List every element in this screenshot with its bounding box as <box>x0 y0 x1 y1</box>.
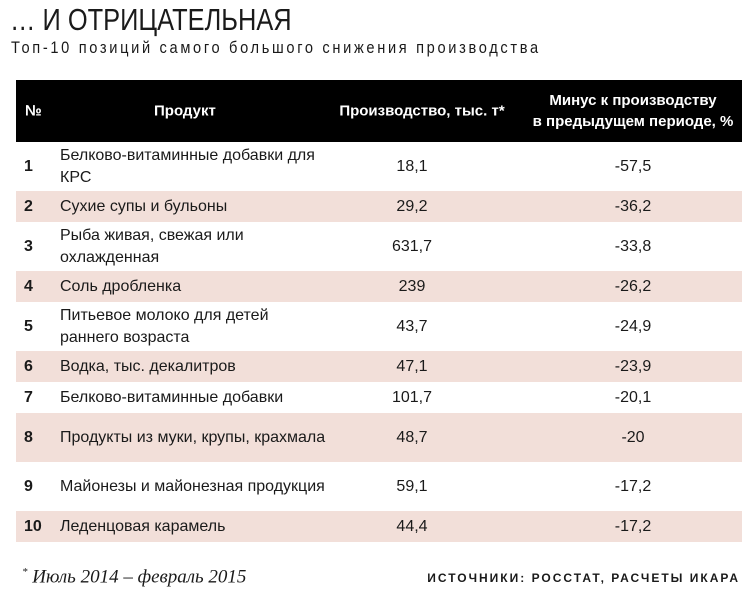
row-production: 47,1 <box>396 357 428 375</box>
table-row: 10 Леденцовая карамель 44,4 -17,2 <box>16 511 742 542</box>
header-production: Производство, тыс. т* <box>339 102 505 120</box>
table-row: 8 Продукты из муки, крупы, крахмала 48,7 -2… <box>16 413 742 462</box>
row-num: 2 <box>24 197 33 215</box>
page-title: … И ОТРИЦАТЕЛЬНАЯ <box>10 2 292 37</box>
row-product: Водка, тыс. декалитров <box>60 357 236 375</box>
row-minus: -36,2 <box>614 197 652 215</box>
row-production: 29,2 <box>396 197 428 215</box>
table-row: 2 Сухие супы и бульоны 29,2 -36,2 <box>16 191 742 222</box>
row-product: Леденцовая карамель <box>60 517 226 535</box>
table-header: № Продукт Производство, тыс. т* Минус к … <box>16 80 742 142</box>
footnote: * Июль 2014 – февраль 2015 <box>22 566 246 588</box>
row-num: 9 <box>24 477 33 495</box>
table-row: 1 Белково-витаминные добавки для КРС 18,1 -… <box>16 142 742 191</box>
row-product: Продукты из муки, крупы, крахмала <box>60 428 326 446</box>
row-num: 7 <box>24 388 33 406</box>
row-num: 4 <box>24 277 33 295</box>
row-product: Сухие супы и бульоны <box>60 197 228 215</box>
row-minus: -20 <box>621 428 645 446</box>
row-minus: -24,9 <box>614 317 652 335</box>
row-num: 1 <box>24 157 33 175</box>
table-row: 9 Майонезы и майонезная продукция 59,1 -17,… <box>16 462 742 511</box>
row-production: 631,7 <box>391 237 433 255</box>
page-subtitle: Топ-10 позиций самого большого снижения … <box>11 38 541 57</box>
row-num: 3 <box>24 237 33 255</box>
header-product: Продукт <box>154 102 216 120</box>
data-table: № Продукт Производство, тыс. т* Минус к … <box>16 80 742 542</box>
header-minus-line1: Минус к производству <box>549 92 717 109</box>
row-production: 101,7 <box>391 388 433 406</box>
row-production: 44,4 <box>396 517 428 535</box>
table-row: 7 Белково-витаминные добавки 101,7 -20,1 <box>16 382 742 413</box>
header-minus-line2: в предыдущем периоде, % <box>532 113 734 130</box>
row-minus: -17,2 <box>614 517 652 535</box>
row-num: 10 <box>24 517 42 535</box>
row-production: 18,1 <box>396 157 428 175</box>
row-minus: -20,1 <box>614 388 652 406</box>
row-production: 59,1 <box>396 477 428 495</box>
row-minus: -17,2 <box>614 477 652 495</box>
header-num: № <box>25 102 42 120</box>
row-num: 8 <box>24 428 33 446</box>
row-num: 6 <box>24 357 33 375</box>
row-production: 43,7 <box>396 317 428 335</box>
row-production: 48,7 <box>396 428 428 446</box>
table-row: 3 Рыба живая, свежая или охлажденная 631,7… <box>16 222 742 271</box>
row-production: 239 <box>398 277 426 295</box>
footnote-text: Июль 2014 – февраль 2015 <box>32 566 247 588</box>
row-product: Белково-витаминные добавки <box>60 388 284 406</box>
row-num: 5 <box>24 317 33 335</box>
table-row: 4 Соль дробленка 239 -26,2 <box>16 271 742 302</box>
row-product: Белково-витаминные добавки для КРС <box>60 146 315 186</box>
table-row: 5 Питьевое молоко для детей раннего возра… <box>16 302 742 351</box>
row-minus: -23,9 <box>614 357 652 375</box>
row-product: Питьевое молоко для детей раннего возрас… <box>60 306 269 346</box>
row-product: Соль дробленка <box>60 277 182 295</box>
row-minus: -57,5 <box>614 157 652 175</box>
header-minus: Минус к производству в предыдущем период… <box>528 90 738 132</box>
row-product: Рыба живая, свежая или охлажденная <box>60 226 244 266</box>
row-minus: -33,8 <box>614 237 652 255</box>
source-credit: ИСТОЧНИКИ: РОССТАТ, РАСЧЕТЫ ИКАРА <box>427 571 740 585</box>
row-product: Майонезы и майонезная продукция <box>60 477 325 495</box>
row-minus: -26,2 <box>614 277 652 295</box>
table-row: 6 Водка, тыс. декалитров 47,1 -23,9 <box>16 351 742 382</box>
footnote-mark: * <box>22 566 28 578</box>
